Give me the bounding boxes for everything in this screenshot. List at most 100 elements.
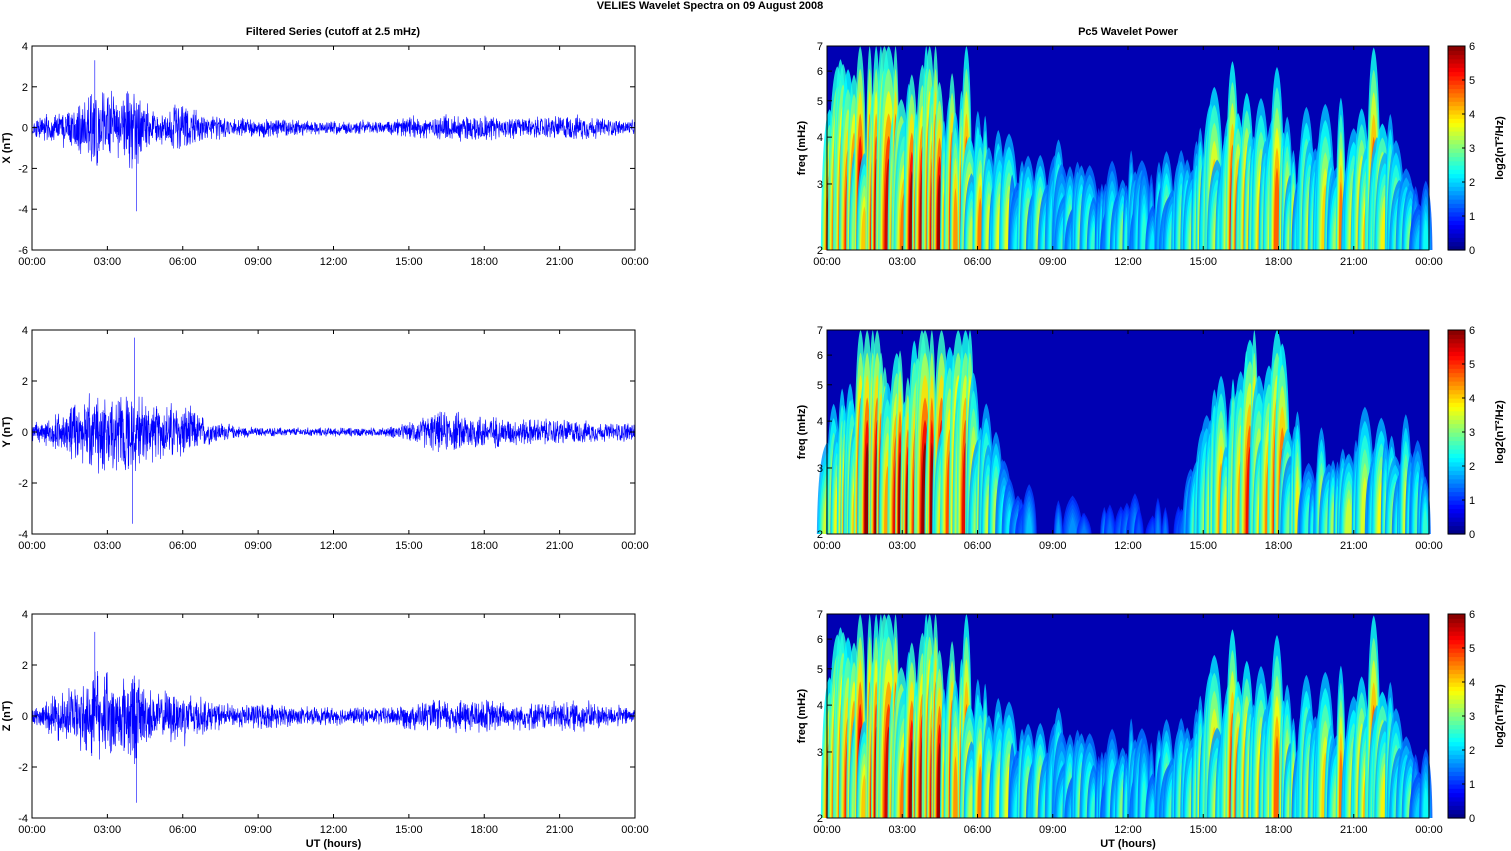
colorbar-step: [1448, 415, 1465, 420]
y-tick-label: -2: [18, 762, 28, 774]
colorbar-tick-label: 3: [1469, 711, 1475, 723]
colorbar-step: [1448, 75, 1465, 81]
x-tick-label: 00:00: [1415, 540, 1443, 552]
x-tick-label: 18:00: [470, 824, 498, 836]
colorbar-step: [1448, 813, 1465, 819]
y-tick-label: -4: [18, 204, 28, 216]
colorbar-step: [1448, 211, 1465, 217]
power-plume: [1149, 797, 1156, 818]
colorbar-step: [1448, 143, 1465, 149]
power-plume: [1149, 229, 1156, 250]
colorbar-step: [1448, 444, 1465, 450]
colorbar-step: [1448, 529, 1465, 535]
x-tick-label: 06:00: [964, 540, 992, 552]
colorbar-step: [1448, 228, 1465, 234]
x-tick-label: 15:00: [395, 540, 423, 552]
power-plume: [1136, 522, 1141, 534]
colorbar-tick-label: 2: [1469, 177, 1475, 189]
colorbar-step: [1448, 135, 1465, 141]
x-tick-label: 06:00: [964, 824, 992, 836]
colorbar-step: [1448, 737, 1465, 743]
x-tick-label: 03:00: [94, 256, 122, 268]
colorbar-step: [1448, 173, 1465, 179]
wavelet-panel-2: 2 3 4 5 6 7 freq (mHz) 00:00 03:00 06:00 09:00 12:0…: [796, 325, 1506, 552]
colorbar-step: [1448, 525, 1465, 531]
series-panel-1: -6 -4 -2 0 2 4 X (nT) 00:00 03:00 06:00 09:00 12:00…: [1, 41, 649, 268]
colorbar-step: [1448, 665, 1465, 670]
x-tick-label: 12:00: [320, 540, 348, 552]
colorbar-step: [1448, 622, 1465, 628]
colorbar-step: [1448, 233, 1465, 238]
x-tick-label: 12:00: [320, 824, 348, 836]
colorbar-step: [1448, 711, 1465, 717]
x-tick-label: 21:00: [546, 824, 574, 836]
colorbar-step: [1448, 80, 1465, 85]
colorbar-step: [1448, 487, 1465, 493]
colorbar-step: [1448, 330, 1465, 335]
colorbar-step: [1448, 376, 1465, 382]
colorbar-step: [1448, 758, 1465, 764]
colorbar-step: [1448, 639, 1465, 645]
colorbar-tick-label: 0: [1469, 813, 1475, 825]
x-tick-label: 00:00: [813, 540, 841, 552]
x-tick-label: 09:00: [1039, 540, 1067, 552]
colorbar-step: [1448, 440, 1465, 446]
colorbar-step: [1448, 656, 1465, 662]
colorbar-step: [1448, 796, 1465, 802]
colorbar-step: [1448, 139, 1465, 145]
y-tick-label: 4: [22, 41, 28, 53]
colorbar-step: [1448, 626, 1465, 632]
colorbar-tick-label: 0: [1469, 245, 1475, 257]
x-tick-label: 00:00: [621, 824, 649, 836]
y-tick-label: 3: [817, 747, 823, 759]
y-tick-label: -4: [18, 813, 28, 825]
power-plume: [1068, 516, 1077, 534]
colorbar-step: [1448, 427, 1465, 433]
colorbar-tick-label: 3: [1469, 143, 1475, 155]
colorbar-step: [1448, 474, 1465, 480]
colorbar-step: [1448, 58, 1465, 64]
colorbar-step: [1448, 67, 1465, 73]
x-tick-label: 03:00: [888, 256, 916, 268]
y-tick-label: 4: [817, 416, 823, 428]
right-column-title: Pc5 Wavelet Power: [1078, 26, 1179, 38]
colorbar-step: [1448, 677, 1465, 683]
power-plume: [1163, 521, 1167, 534]
x-tick-label: 21:00: [1340, 824, 1368, 836]
colorbar-step: [1448, 92, 1465, 98]
colorbar-step: [1448, 491, 1465, 497]
colorbar-step: [1448, 334, 1465, 340]
y-axis-label: Y (nT): [1, 416, 13, 447]
colorbar-step: [1448, 788, 1465, 794]
power-plume: [1056, 518, 1061, 534]
x-tick-label: 06:00: [964, 256, 992, 268]
power-plume: [1345, 497, 1353, 534]
figure-title: VELIES Wavelet Spectra on 09 August 2008: [597, 0, 824, 12]
colorbar-step: [1448, 131, 1465, 136]
x-axis-label: UT (hours): [306, 838, 362, 850]
y-tick-label: 3: [817, 463, 823, 475]
colorbar-step: [1448, 669, 1465, 675]
colorbar-step: [1448, 156, 1465, 162]
colorbar-step: [1448, 381, 1465, 386]
x-tick-label: 12:00: [1114, 540, 1142, 552]
colorbar-step: [1448, 461, 1465, 467]
colorbar-step: [1448, 385, 1465, 391]
y-tick-label: 0: [22, 427, 28, 439]
colorbar-step: [1448, 220, 1465, 226]
power-plume: [1026, 511, 1033, 534]
y-tick-label: 7: [817, 609, 823, 621]
colorbar-step: [1448, 521, 1465, 527]
colorbar-step: [1448, 190, 1465, 196]
y-tick-label: 4: [22, 325, 28, 337]
colorbar-step: [1448, 105, 1465, 111]
colorbar-step: [1448, 754, 1465, 760]
y-tick-label: 6: [817, 634, 823, 646]
colorbar-step: [1448, 648, 1465, 653]
power-plume: [1107, 520, 1113, 534]
colorbar-step: [1448, 500, 1465, 505]
colorbar-step: [1448, 101, 1465, 107]
colorbar-step: [1448, 46, 1465, 51]
y-axis-label: freq (mHz): [796, 688, 808, 743]
colorbar-step: [1448, 745, 1465, 751]
